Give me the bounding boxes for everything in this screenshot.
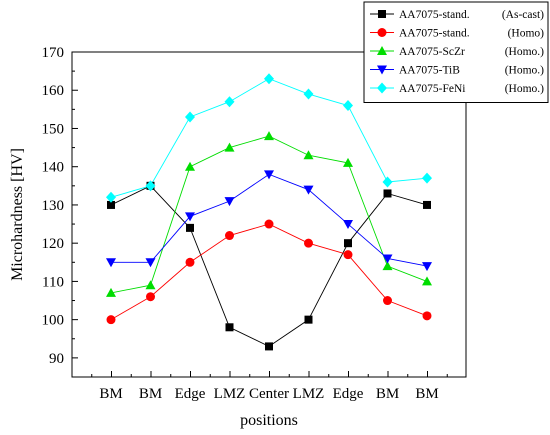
legend-series-name: AA7075-TiB	[399, 65, 460, 77]
y-tick-label: 170	[42, 45, 65, 61]
y-axis-label: Microhardness [HV]	[9, 148, 26, 281]
x-axis-label: positions	[240, 412, 298, 429]
legend-series-name: AA7075-stand.	[399, 9, 470, 21]
x-tick-label: Center	[249, 386, 289, 402]
legend-series-name: AA7075-FeNi	[399, 83, 465, 95]
data-point-series-3	[145, 258, 156, 268]
legend-marker	[377, 82, 387, 94]
data-point-series-0	[107, 200, 115, 209]
data-point-series-1	[383, 296, 392, 306]
data-point-series-4	[145, 180, 156, 192]
legend-marker	[377, 28, 387, 37]
data-point-series-2	[343, 157, 353, 167]
y-tick-label: 120	[42, 236, 65, 252]
data-point-series-2	[145, 280, 156, 290]
legend-marker	[377, 65, 387, 75]
data-point-series-0	[304, 315, 313, 324]
data-point-series-3	[224, 197, 235, 207]
data-point-series-1	[264, 219, 274, 229]
data-point-series-2	[185, 161, 195, 171]
data-point-series-1	[225, 231, 234, 241]
x-tick-label: BM	[376, 386, 399, 402]
data-point-series-1	[106, 315, 116, 325]
data-point-series-1	[304, 238, 313, 248]
data-point-series-0	[186, 223, 194, 232]
data-point-series-0	[265, 342, 273, 351]
data-point-series-3	[382, 254, 393, 264]
series-markers	[106, 73, 432, 351]
data-point-series-2	[106, 287, 116, 297]
data-point-series-2	[264, 131, 274, 141]
y-tick-label: 160	[42, 83, 65, 99]
data-point-series-2	[303, 150, 314, 160]
data-point-series-1	[422, 311, 432, 321]
series-line-1	[110, 223, 428, 321]
x-tick-label: Edge	[333, 386, 364, 402]
data-point-series-4	[106, 191, 116, 203]
data-point-series-4	[303, 88, 314, 100]
y-tick-label: 130	[42, 198, 65, 214]
legend-series-name: AA7075-ScZr	[399, 46, 465, 58]
legend-box	[363, 1, 549, 103]
series-line-2	[110, 135, 428, 294]
data-point-series-3	[106, 258, 116, 268]
data-point-series-4	[422, 172, 432, 184]
data-point-series-3	[185, 212, 195, 222]
data-point-series-3	[422, 262, 432, 272]
x-tick-label: BM	[139, 386, 162, 402]
y-axis: 90 100 110 120 130 140 150 160 170	[42, 45, 78, 367]
y-tick-label: 150	[42, 121, 65, 137]
legend: AA7075-stand. (As-cast) AA7075-stand. (Homo…	[363, 1, 549, 103]
y-tick-label: 110	[42, 274, 64, 290]
legend-series-condition: (Homo.)	[505, 83, 544, 95]
x-tick-label: LMZ	[293, 386, 325, 402]
data-point-series-1	[185, 257, 195, 267]
legend-series-condition: (Homo.)	[505, 65, 544, 77]
legend-series-condition: (Homo.)	[505, 46, 544, 58]
legend-series-name: AA7075-stand.	[399, 28, 470, 40]
legend-marker	[378, 10, 386, 18]
series-lines	[110, 78, 428, 347]
data-point-series-0	[344, 239, 352, 248]
data-point-series-0	[383, 189, 392, 198]
legend-marker	[377, 46, 387, 55]
data-point-series-1	[343, 250, 353, 260]
y-tick-label: 90	[49, 351, 64, 367]
data-point-series-2	[224, 142, 235, 152]
data-point-series-3	[303, 185, 314, 195]
y-tick-label: 140	[42, 160, 65, 176]
data-point-series-4	[224, 96, 235, 108]
x-tick-label: LMZ	[214, 386, 246, 402]
data-point-series-0	[423, 200, 431, 209]
data-point-series-3	[343, 220, 353, 230]
data-point-series-4	[382, 176, 393, 188]
data-point-series-2	[422, 276, 432, 286]
data-point-series-3	[264, 170, 274, 180]
x-tick-label: Edge	[175, 386, 206, 402]
legend-series-condition: (As-cast)	[502, 9, 544, 21]
data-point-series-0	[225, 323, 234, 332]
data-point-series-4	[264, 73, 274, 85]
x-axis: BM BM Edge LMZ Center LMZ Edge BM BM	[91, 371, 448, 402]
data-point-series-2	[382, 261, 393, 271]
data-point-series-4	[185, 111, 195, 123]
data-point-series-4	[343, 100, 353, 112]
y-tick-label: 100	[42, 313, 65, 329]
data-point-series-1	[146, 292, 155, 302]
series-line-0	[110, 185, 428, 347]
legend-series-condition: (Homo)	[508, 28, 545, 40]
x-tick-label: BM	[99, 386, 122, 402]
x-tick-label: BM	[415, 386, 438, 402]
